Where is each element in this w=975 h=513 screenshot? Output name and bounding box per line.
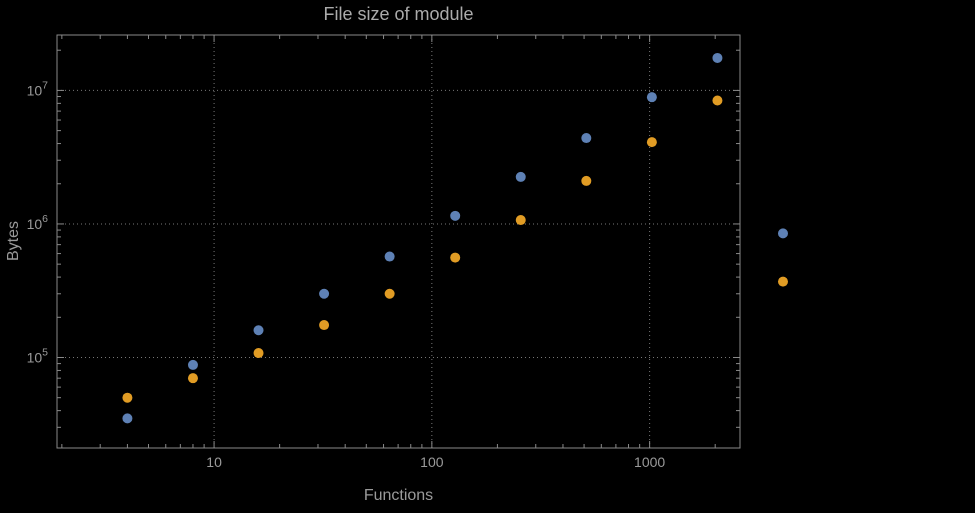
x-tick-label: 100 — [420, 454, 444, 470]
data-point-blue-4 — [122, 413, 133, 424]
data-point-blue-256 — [515, 171, 526, 182]
data-point-orange-4 — [122, 392, 133, 403]
x-tick-label: 1000 — [634, 454, 665, 470]
data-point-orange-128 — [450, 252, 461, 263]
y-tick-label: 105 — [27, 346, 49, 365]
data-point-orange-2048 — [712, 95, 723, 106]
chart-title: File size of module — [323, 4, 474, 24]
data-point-orange-4096 — [777, 276, 788, 287]
data-point-orange-32 — [319, 320, 330, 331]
data-point-orange-64 — [384, 288, 395, 299]
data-point-orange-16 — [253, 348, 264, 359]
data-point-blue-32 — [319, 288, 330, 299]
data-point-blue-4096 — [777, 228, 788, 239]
x-tick-label: 10 — [206, 454, 222, 470]
data-point-blue-8 — [187, 359, 198, 370]
data-point-blue-128 — [450, 210, 461, 221]
data-point-blue-1024 — [646, 92, 657, 103]
data-point-blue-16 — [253, 325, 264, 336]
x-axis-label: Functions — [363, 487, 434, 504]
data-point-orange-512 — [581, 175, 592, 186]
y-axis-label: Bytes — [5, 221, 22, 262]
data-point-orange-1024 — [646, 137, 657, 148]
plot-frame — [56, 34, 741, 449]
data-point-orange-256 — [515, 215, 526, 226]
data-point-blue-512 — [581, 133, 592, 144]
data-point-blue-64 — [384, 251, 395, 262]
data-point-orange-8 — [187, 373, 198, 384]
y-tick-label: 107 — [27, 79, 49, 98]
data-point-blue-2048 — [712, 52, 723, 63]
y-tick-label: 106 — [27, 213, 49, 232]
